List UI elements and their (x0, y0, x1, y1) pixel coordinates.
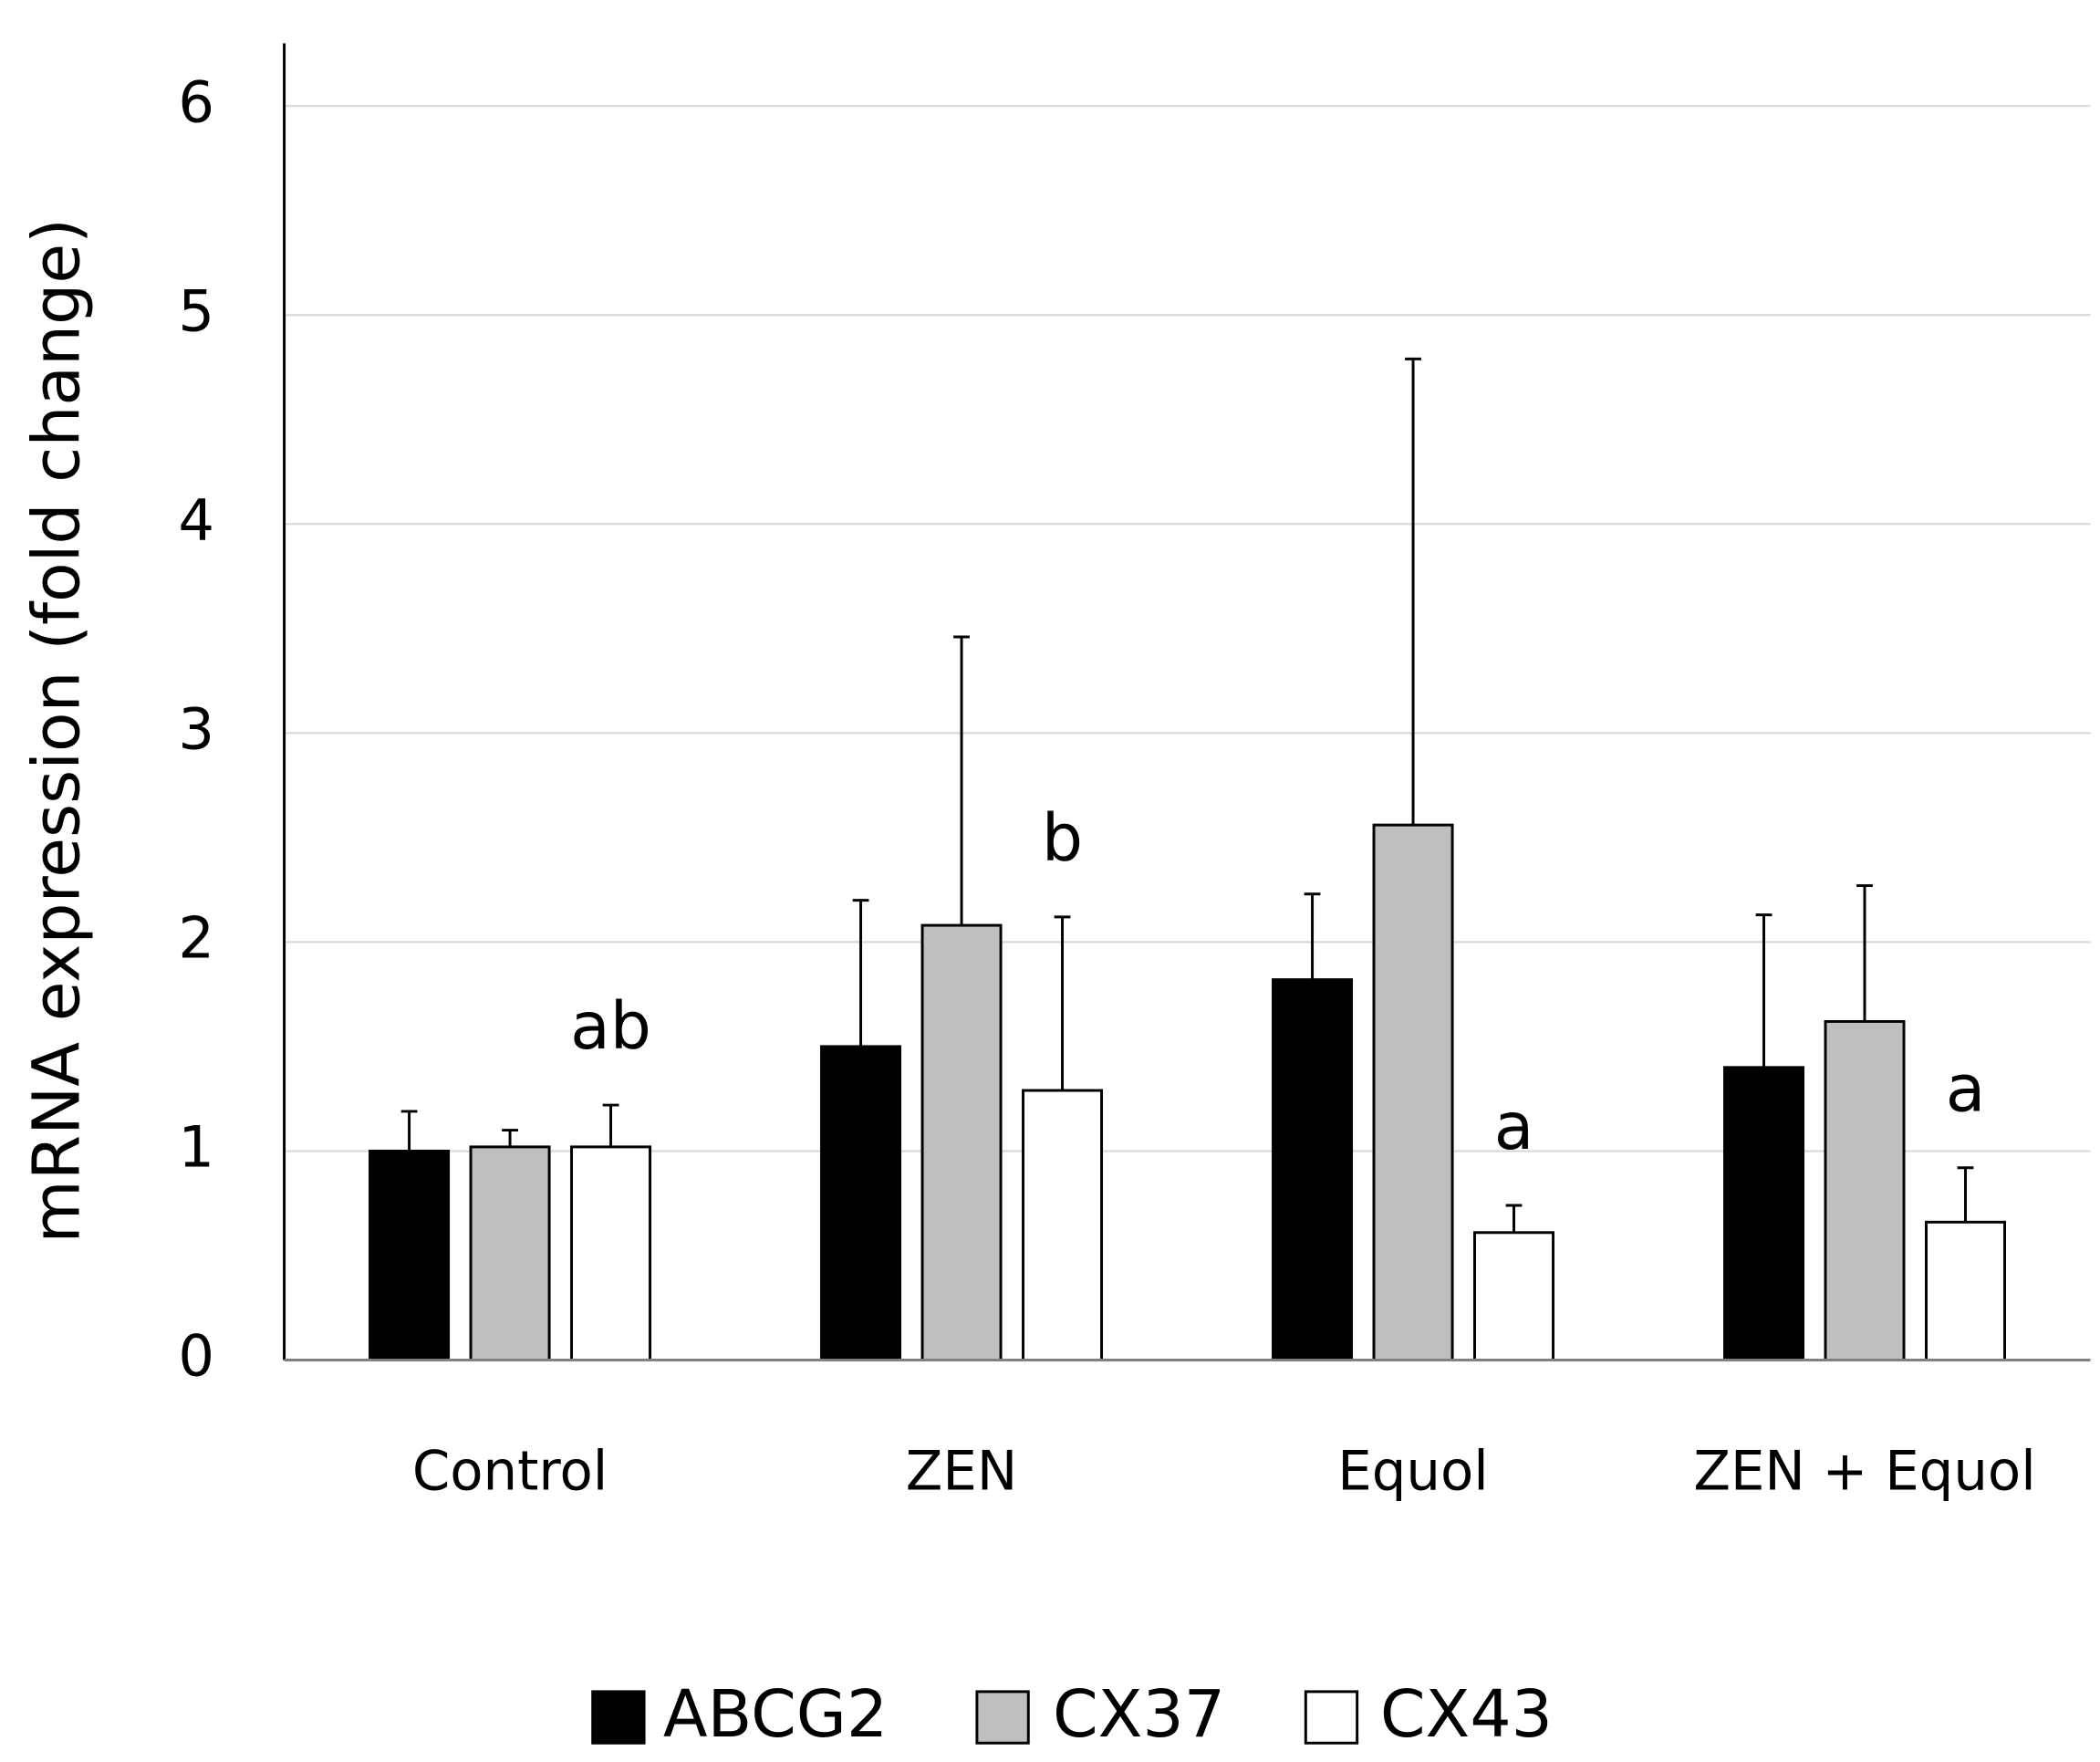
y-tick-label: 4 (178, 486, 214, 553)
y-axis-label: mRNA expression (fold change) (18, 218, 94, 1244)
legend-swatch (591, 1690, 646, 1745)
y-tick-label: 3 (178, 695, 214, 762)
y-tick-label: 0 (178, 1323, 214, 1390)
y-tick-label: 5 (178, 277, 214, 344)
bar (1022, 1089, 1104, 1362)
x-tick-label: Control (412, 1440, 608, 1503)
bar (570, 1145, 652, 1362)
annotation: a (1494, 1089, 1534, 1164)
bar (369, 1149, 451, 1362)
y-tick-label: 1 (178, 1114, 214, 1181)
annotation: ab (570, 988, 651, 1064)
annotation: a (1946, 1051, 1986, 1127)
bar (1925, 1220, 2006, 1362)
x-tick-label: ZEN + Equol (1693, 1440, 2035, 1503)
y-tick-label: 2 (178, 904, 214, 971)
bar (1824, 1019, 1906, 1362)
y-tick-label: 6 (178, 68, 214, 135)
legend-label: CX37 (1053, 1676, 1225, 1752)
legend-label: CX43 (1380, 1676, 1553, 1752)
bar (1372, 823, 1454, 1362)
legend-swatch (1304, 1690, 1359, 1745)
x-tick-label: ZEN (906, 1440, 1017, 1503)
legend-label: ABCG2 (663, 1676, 888, 1752)
x-tick-label: Equol (1337, 1440, 1488, 1503)
legend-swatch (975, 1690, 1030, 1745)
bar (820, 1045, 902, 1362)
bar (920, 923, 1003, 1362)
bar (469, 1145, 551, 1362)
bar (1723, 1066, 1805, 1362)
bar (1272, 978, 1354, 1362)
bar (1473, 1231, 1555, 1362)
annotation: b (1042, 800, 1083, 876)
